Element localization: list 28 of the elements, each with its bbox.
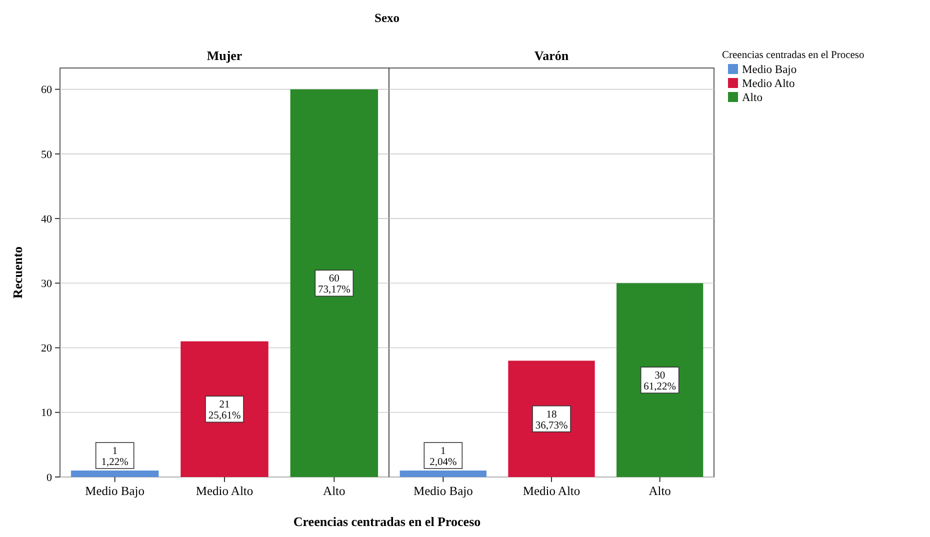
y-tick-label: 10 (41, 407, 52, 420)
x-tick-label: Medio Bajo (85, 484, 145, 498)
legend-title: Creencias centradas en el Proceso (722, 50, 864, 61)
legend-label: Medio Bajo (742, 64, 797, 76)
y-tick-label: 20 (41, 342, 52, 355)
y-tick-label: 60 (41, 84, 52, 96)
x-tick-label: Alto (323, 484, 346, 498)
chart-title: Mujer (206, 48, 242, 63)
y-tick-label: 40 (41, 213, 52, 226)
data-label: 30 61,22% (644, 370, 676, 393)
data-label: 60 73,17% (318, 274, 351, 296)
y-axis-title: Recuento (10, 246, 25, 298)
legend-label: Medio Alto (742, 78, 795, 90)
y-tick-label: 50 (41, 148, 52, 161)
data-label: 1 1,22% (101, 446, 129, 468)
legend-label: Alto (742, 92, 763, 104)
chart-title: Varón (534, 48, 570, 63)
x-axis-title: Creencias centradas en el Proceso (293, 514, 481, 529)
text: Sexo (374, 11, 400, 25)
x-tick-label: Medio Bajo (413, 484, 473, 498)
x-tick-label: Alto (648, 484, 671, 498)
data-label: 21 25,61% (208, 400, 241, 422)
x-tick-label: Medio Alto (522, 484, 580, 498)
data-label: 18 36,73% (535, 409, 568, 432)
y-tick-label: 30 (41, 278, 52, 290)
data-label: 1 2,04% (430, 446, 457, 468)
x-tick-label: Medio Alto (196, 484, 254, 498)
y-tick-label: 0 (46, 472, 52, 484)
